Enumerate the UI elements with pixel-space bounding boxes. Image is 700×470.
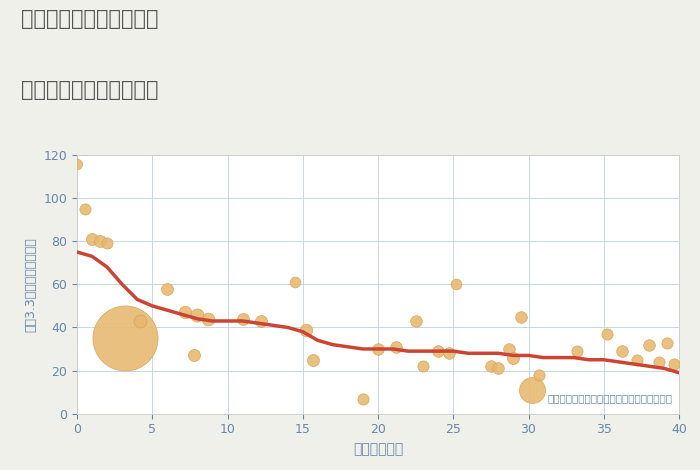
Point	[391, 343, 402, 351]
Point	[102, 240, 113, 247]
Point	[372, 345, 384, 352]
Point	[308, 356, 319, 363]
Point	[180, 309, 191, 316]
Point	[662, 339, 673, 346]
Point	[79, 205, 90, 213]
Point	[237, 315, 248, 322]
Point	[255, 317, 266, 325]
Point	[410, 317, 421, 325]
Text: 三重県津市一志町井関の: 三重県津市一志町井関の	[21, 9, 158, 30]
Point	[508, 354, 519, 361]
Point	[300, 326, 312, 333]
Point	[290, 278, 301, 286]
Point	[120, 335, 131, 342]
Point	[485, 362, 496, 370]
Y-axis label: 坪（3.3㎡）単価（万円）: 坪（3.3㎡）単価（万円）	[25, 237, 38, 332]
Point	[94, 237, 105, 245]
Point	[643, 341, 655, 348]
Point	[451, 281, 462, 288]
Text: 円の大きさは、取引のあった物件面積を示す: 円の大きさは、取引のあった物件面積を示す	[548, 393, 673, 403]
Point	[503, 345, 514, 352]
Point	[669, 360, 680, 368]
Point	[493, 365, 504, 372]
Point	[526, 386, 537, 394]
Point	[192, 311, 203, 318]
Point	[571, 347, 582, 355]
Point	[616, 347, 627, 355]
Point	[433, 347, 444, 355]
Point	[533, 371, 545, 379]
Point	[71, 160, 83, 167]
Point	[87, 235, 98, 243]
Point	[654, 358, 665, 366]
Point	[515, 313, 526, 321]
Point	[417, 362, 428, 370]
X-axis label: 築年数（年）: 築年数（年）	[353, 442, 403, 456]
Point	[189, 352, 200, 359]
Point	[601, 330, 612, 337]
Point	[202, 315, 214, 322]
Point	[631, 356, 643, 363]
Text: 築年数別中古戸建て価格: 築年数別中古戸建て価格	[21, 80, 158, 100]
Point	[134, 317, 146, 325]
Point	[357, 395, 368, 402]
Point	[443, 350, 454, 357]
Point	[162, 285, 173, 292]
